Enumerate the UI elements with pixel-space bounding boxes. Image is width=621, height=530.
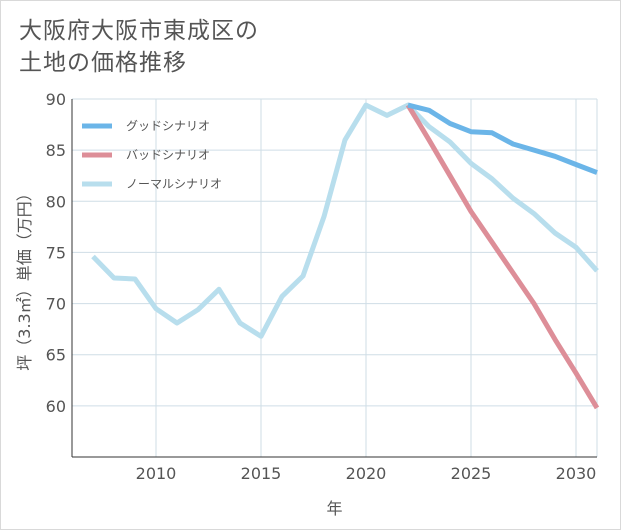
chart-title-line-2: 土地の価格推移	[19, 50, 187, 76]
y-tick-label: 60	[46, 397, 66, 416]
y-tick-label: 70	[46, 295, 66, 314]
tick-labels: 60 65 70 75 80 85 90 2010 2015 2020 2025 2030	[46, 90, 597, 483]
y-tick-label: 85	[46, 141, 66, 160]
y-tick-label: 65	[46, 346, 66, 365]
chart-title: 大阪府大阪市東成区の 土地の価格推移	[19, 15, 259, 79]
grid-lines	[72, 98, 598, 457]
x-tick-label: 2015	[241, 464, 282, 483]
legend-label: バッドシナリオ	[126, 148, 210, 162]
series-lines	[91, 102, 600, 410]
series-line-bad	[405, 103, 600, 410]
x-tick-label: 2025	[451, 464, 492, 483]
x-axis-title: 年	[326, 499, 342, 518]
legend-label: グッドシナリオ	[126, 119, 210, 133]
axes	[71, 99, 597, 458]
legend-label: ノーマルシナリオ	[126, 177, 222, 191]
chart-title-line-1: 大阪府大阪市東成区の	[19, 18, 259, 44]
x-tick-label: 2010	[136, 464, 177, 483]
y-axis-title: 坪（3.3㎡）単価（万円）	[15, 185, 34, 370]
series-line-normal	[91, 102, 599, 339]
y-tick-label: 75	[46, 243, 66, 262]
y-tick-label: 80	[46, 192, 66, 211]
x-tick-label: 2030	[556, 464, 597, 483]
series-line-good	[407, 102, 598, 175]
x-tick-label: 2020	[346, 464, 387, 483]
y-tick-label: 90	[46, 90, 66, 109]
